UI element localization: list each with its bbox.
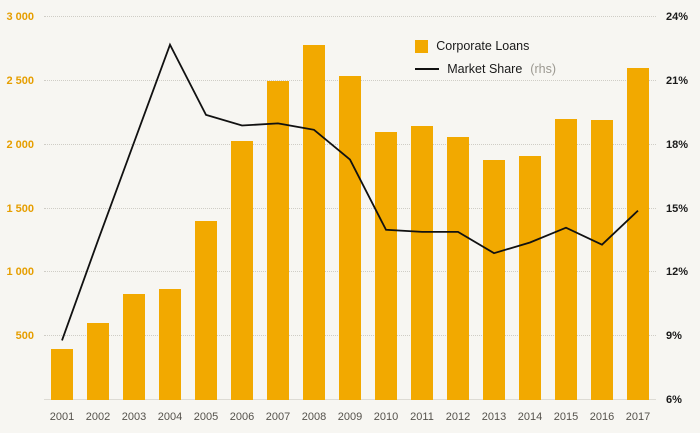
x-axis-label-2001: 2001 (49, 411, 75, 423)
right-axis-tick: 21% (666, 74, 689, 87)
corporate-loans-bar-2010 (375, 131, 397, 400)
corporate-loans-bar-2003 (123, 294, 145, 400)
corporate-loans-bar-2005 (195, 221, 217, 400)
corporate-loans-bar-2015 (555, 119, 577, 400)
left-axis-tick: 2 000 (6, 138, 34, 151)
bar-slot (296, 17, 332, 400)
left-axis-tick: 3 000 (6, 11, 34, 23)
x-axis-label-2004: 2004 (157, 411, 183, 423)
x-axis-label-2002: 2002 (85, 411, 111, 423)
legend-bar-swatch-icon (415, 39, 429, 53)
left-axis-labels: 500 1 000 1 500 2 000 2 500 3 000 (0, 11, 40, 400)
corporate-loans-bar-2002 (87, 323, 109, 400)
x-axis-label-2015: 2015 (553, 411, 579, 423)
right-axis-labels: 6% 9% 12% 15% 18% 21% 24% (660, 11, 700, 406)
bar-slot (620, 17, 656, 400)
corporate-loans-bar-2001 (51, 348, 73, 400)
bar-slot (44, 17, 80, 400)
corporate-loans-bar-2016 (591, 120, 613, 400)
legend-item: Market Share (rhs) (415, 62, 556, 76)
x-axis-label-2003: 2003 (121, 411, 147, 423)
x-axis-label-2007: 2007 (265, 411, 291, 423)
bar-slot (116, 17, 152, 400)
x-axis-labels: 2001 2002 2003 2004 2005 2006 2007 2008 2009 2010… (44, 411, 656, 427)
x-axis-label-2005: 2005 (193, 411, 219, 423)
corporate-loans-bar-2004 (159, 288, 181, 400)
legend-label: Market Share (447, 62, 523, 76)
bar-slot (260, 17, 296, 400)
bar-slot (368, 17, 404, 400)
left-axis-tick: 1 500 (6, 202, 34, 215)
corporate-loans-bar-2014 (519, 156, 541, 400)
x-axis-label-2006: 2006 (229, 411, 255, 423)
corporate-loans-bar-2007 (267, 80, 289, 400)
x-axis-label-2011: 2011 (410, 411, 434, 423)
left-axis-tick: 2 500 (6, 74, 34, 87)
x-axis-label-2008: 2008 (301, 411, 327, 423)
left-axis-tick: 500 (15, 330, 34, 343)
corporate-loans-bar-2009 (339, 75, 361, 400)
bar-slot (224, 17, 260, 400)
legend-item: Corporate Loans (415, 39, 556, 53)
x-axis-label-2016: 2016 (589, 411, 615, 423)
x-axis-label-2010: 2010 (373, 411, 399, 423)
legend-label: Corporate Loans (436, 39, 530, 53)
legend: Corporate Loans Market Share (rhs) (415, 39, 556, 76)
corporate-loans-bar-2008 (303, 45, 325, 400)
gridline (44, 16, 656, 17)
corporate-loans-bar-2017 (627, 68, 649, 400)
right-axis-tick: 24% (666, 11, 689, 23)
x-axis-label-2012: 2012 (445, 411, 471, 423)
bar-slot (332, 17, 368, 400)
legend-line-swatch-icon (415, 68, 440, 70)
bar-slot (188, 17, 224, 400)
bar-slot (80, 17, 116, 400)
corporate-loans-bars (44, 17, 656, 400)
right-axis-tick: 15% (666, 202, 689, 215)
right-axis-tick: 9% (666, 330, 682, 343)
right-axis-tick: 12% (666, 266, 689, 279)
x-axis-label-2014: 2014 (517, 411, 543, 423)
right-axis-tick: 6% (666, 394, 682, 406)
corporate-loans-bar-2012 (447, 137, 469, 400)
right-axis-tick: 18% (666, 138, 689, 151)
plot-area: Corporate Loans Market Share (rhs) (44, 16, 656, 400)
corporate-loans-bar-2011 (411, 125, 433, 400)
legend-note: (rhs) (530, 62, 556, 76)
x-axis-label-2013: 2013 (481, 411, 507, 423)
left-axis-tick: 1 000 (6, 266, 34, 279)
bar-slot (152, 17, 188, 400)
corporate-loans-bar-2006 (231, 140, 253, 400)
x-axis-label-2017: 2017 (625, 411, 651, 423)
bar-slot (584, 17, 620, 400)
corporate-loans-bar-2013 (483, 160, 505, 400)
x-axis-label-2009: 2009 (337, 411, 363, 423)
